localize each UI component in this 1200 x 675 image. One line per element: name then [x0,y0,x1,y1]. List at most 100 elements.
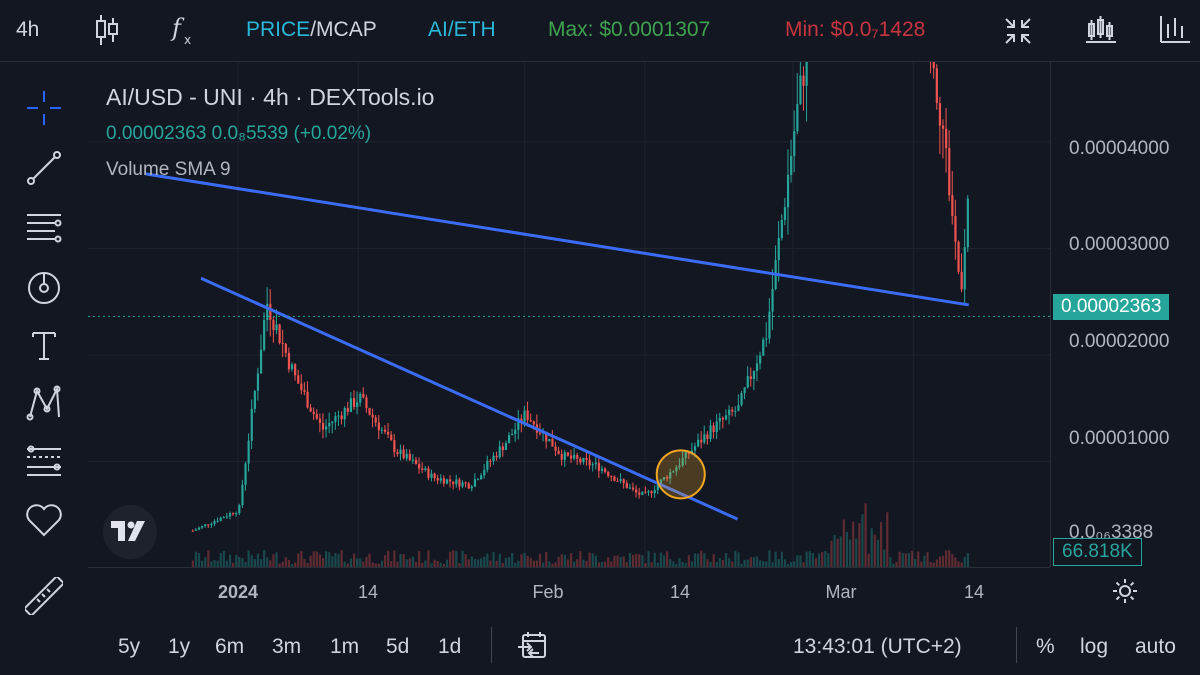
interval-button[interactable]: 4h [16,18,40,41]
volume-bar [197,553,201,567]
candles-icon[interactable] [93,12,121,53]
volume-bar [569,553,573,567]
range-1y[interactable]: 1y [168,635,191,658]
pattern-icon[interactable] [24,384,64,424]
volume-bar [551,563,554,567]
fib-icon[interactable] [24,208,64,248]
candle-body [424,468,427,470]
range-1m[interactable]: 1m [330,635,360,658]
candle-body [560,453,563,460]
percent-toggle[interactable]: % [1036,635,1055,658]
volume-bar [892,563,895,567]
range-5y[interactable]: 5y [118,635,141,658]
volume-bar [755,556,759,567]
candle-body [616,480,619,482]
candle-body [669,471,672,479]
volume-bar [935,559,938,567]
time-axis[interactable]: 2024 14 Feb 14 Mar 14 [88,567,1050,615]
volume-bar [774,551,777,567]
volume-bar [845,531,849,567]
price-axis[interactable]: 0.00004000 0.00003000 0.00002000 0.00001… [1050,62,1200,567]
candle-body [777,237,780,261]
candle-body [473,479,477,487]
crosshair-icon[interactable] [24,88,64,128]
candle-body [368,408,371,415]
gear-icon[interactable] [1112,578,1138,609]
volume-bar [613,555,616,567]
volume-bar [805,551,808,567]
volume-bar [275,552,278,567]
brush-icon[interactable] [24,268,64,308]
forecast-icon[interactable] [24,442,64,482]
calendar-range-icon[interactable] [517,631,547,664]
last-price-tag: 0.00002363 [1053,294,1170,320]
candle-body [594,462,597,465]
chart-style-icon[interactable] [1158,14,1192,49]
volume-bar [635,553,638,567]
candle-body [294,364,297,376]
candle-body [436,478,439,481]
candle-body [287,352,291,370]
candle-body [455,479,458,485]
heart-icon[interactable] [24,500,64,540]
range-6m[interactable]: 6m [215,635,245,658]
volume-bar [309,555,312,567]
candle-body [356,402,359,407]
ruler-icon[interactable] [24,576,64,616]
price-tick: 0.00001000 [1069,428,1170,449]
volume-bar [393,550,396,567]
range-3m[interactable]: 3m [272,635,302,658]
range-1d[interactable]: 1d [438,635,462,658]
volume-bar [331,556,334,567]
candle-body [659,479,663,485]
volume-bar [895,561,898,567]
ohlc-values: 0.00002363 0.0₈5539 (+0.02%) [106,123,372,144]
price-mcap-toggle[interactable]: PRICE/MCAP [246,18,377,41]
volume-bar [796,555,799,567]
volume-bar [631,554,635,567]
volume-indicator-label[interactable]: Volume SMA 9 [106,159,231,180]
volume-bar [817,553,821,567]
candle-body [514,429,517,435]
candle-body [194,529,198,531]
candle-body [706,434,709,439]
text-icon[interactable] [24,326,64,366]
candle-body [470,486,473,489]
candle-body [492,455,495,462]
volume-bar [573,561,576,567]
candle-body [414,459,418,465]
volume-bar [204,557,207,567]
volume-bar [414,562,418,567]
price-chart[interactable] [88,62,1050,567]
candle-body [269,303,272,320]
candle-body [504,443,508,451]
trendline-icon[interactable] [24,148,64,188]
volume-bar [839,536,842,567]
candle-body [957,241,960,272]
candle-body [359,393,362,403]
candle-body [641,491,644,495]
bars-style-icon[interactable] [1084,14,1118,49]
log-toggle[interactable]: log [1080,635,1109,658]
candle-body [532,421,535,425]
compress-icon[interactable] [1003,16,1033,51]
candle-body [551,438,554,447]
clock-timezone[interactable]: 13:43:01 (UTC+2) [793,635,962,658]
candle-body [672,471,675,473]
tradingview-logo[interactable] [103,505,157,559]
candle-body [445,479,449,484]
volume-bar [681,561,684,567]
candle-body [666,477,669,479]
range-5d[interactable]: 5d [386,635,410,658]
auto-toggle[interactable]: auto [1135,635,1176,658]
chart-pane[interactable] [88,62,1050,567]
volume-bar [619,556,622,567]
volume-bar [290,563,294,567]
volume-bar [489,560,492,567]
candle-body [697,439,700,447]
candle-body [349,398,353,412]
pair-switch[interactable]: AI/ETH [428,18,496,41]
volume-bar [799,555,802,567]
